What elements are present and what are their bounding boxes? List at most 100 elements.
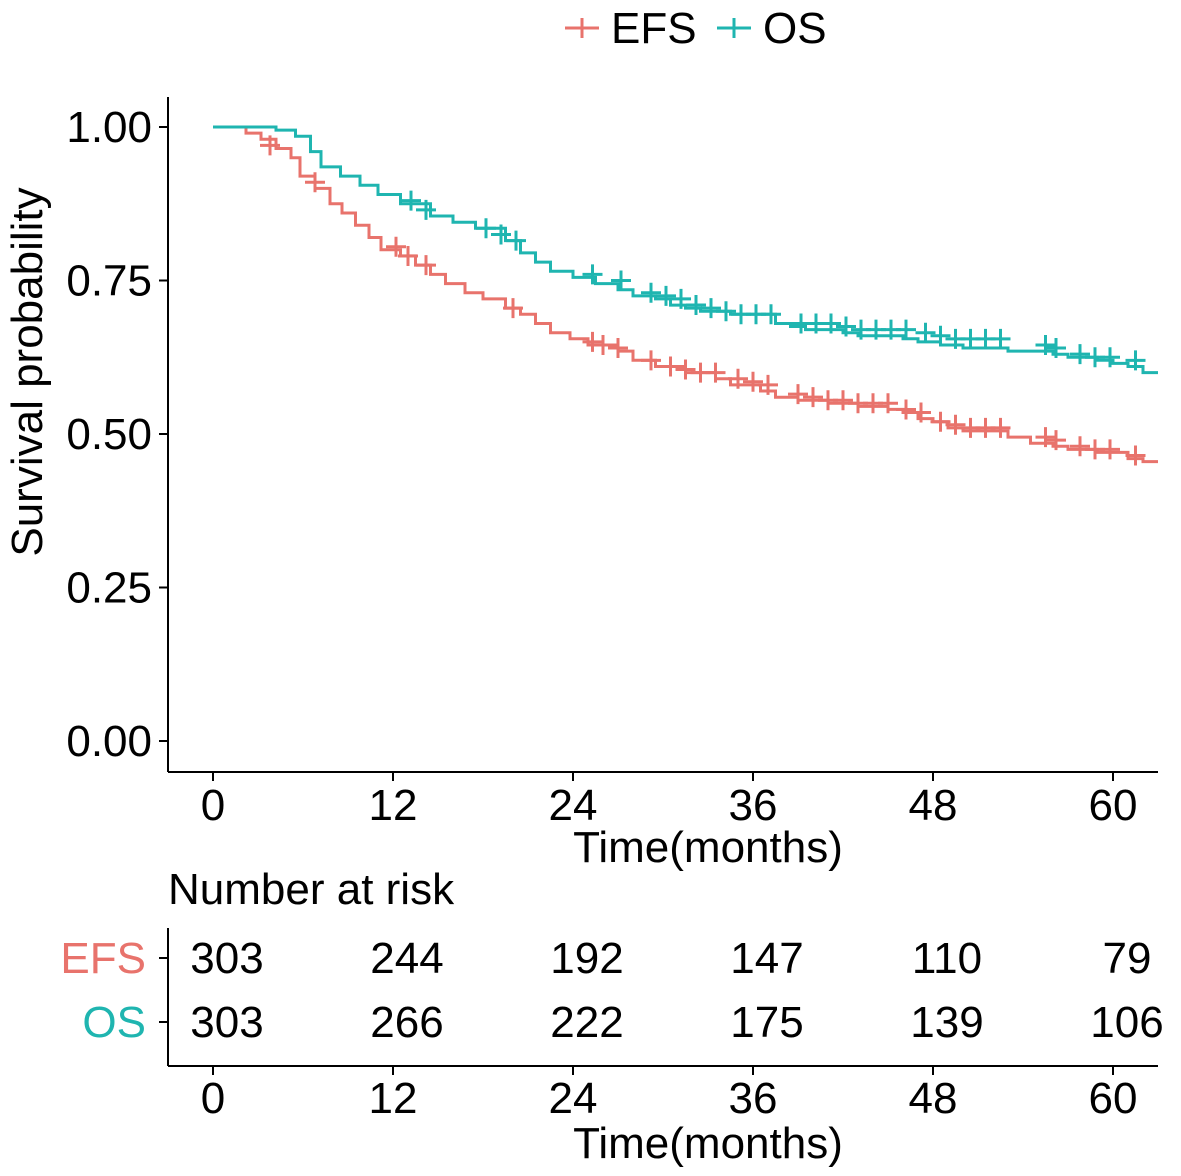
- censor-mark-os-6: [611, 270, 631, 291]
- censor-mark-os-11: [701, 298, 721, 319]
- risk-value-os-48: 139: [910, 998, 983, 1047]
- censor-mark-efs-32: [1046, 430, 1066, 451]
- censor-mark-os-12: [716, 301, 736, 322]
- risk-table-title: Number at risk: [168, 865, 455, 914]
- risk-row-label-os: OS: [82, 998, 146, 1047]
- risk-x-tick-label-0: 0: [201, 1074, 225, 1123]
- censor-mark-efs-24: [896, 399, 916, 420]
- x-tick-label-36: 36: [729, 781, 778, 830]
- censor-mark-efs-4: [416, 255, 436, 276]
- censor-mark-efs-25: [911, 402, 931, 423]
- censor-mark-os-34: [1100, 347, 1120, 368]
- censor-mark-efs-17: [788, 384, 808, 405]
- risk-table-x-axis-label: Time(months): [573, 1119, 843, 1168]
- censor-mark-efs-20: [833, 390, 853, 411]
- x-tick-label-0: 0: [201, 781, 225, 830]
- censor-mark-os-4: [506, 230, 526, 251]
- censor-mark-efs-16: [758, 374, 778, 395]
- x-tick-label-60: 60: [1089, 781, 1138, 830]
- y-tick-label-1.00: 1.00: [66, 103, 152, 152]
- censor-mark-efs-7: [593, 334, 613, 355]
- y-axis-label: Survival probability: [3, 187, 52, 556]
- risk-value-efs-36: 147: [730, 934, 803, 983]
- risk-x-tick-label-60: 60: [1089, 1074, 1138, 1123]
- censor-mark-os-24: [915, 322, 936, 343]
- risk-row-label-efs: EFS: [60, 934, 146, 983]
- risk-value-efs-60: 79: [1103, 934, 1152, 983]
- censor-mark-efs-5: [503, 298, 523, 319]
- censor-mark-efs-30: [990, 417, 1011, 438]
- censor-mark-efs-9: [641, 350, 661, 371]
- censor-mark-efs-8: [608, 338, 628, 359]
- curve-os: [213, 125, 1158, 375]
- censor-mark-efs-18: [803, 387, 823, 408]
- x-tick-label-12: 12: [369, 781, 418, 830]
- censor-mark-efs-31: [1035, 427, 1056, 448]
- axes: 0.00 0.25 0.50 0.75 1.00 0 12 24 36 48 60: [66, 97, 1158, 830]
- censor-mark-os-18: [821, 313, 841, 334]
- risk-value-efs-0: 303: [190, 934, 263, 983]
- risk-value-os-24: 222: [550, 998, 623, 1047]
- risk-value-os-60: 106: [1090, 998, 1163, 1047]
- y-tick-label-0.00: 0.00: [66, 717, 152, 766]
- risk-value-os-12: 266: [370, 998, 443, 1047]
- censor-mark-efs-0: [260, 135, 280, 156]
- censor-mark-os-30: [1035, 334, 1056, 355]
- x-tick-label-48: 48: [909, 781, 958, 830]
- censor-mark-os-10: [686, 295, 706, 316]
- censor-mark-efs-27: [945, 414, 966, 435]
- legend-label-efs: EFS: [611, 4, 697, 53]
- risk-x-tick-label-36: 36: [729, 1074, 778, 1123]
- censor-mark-os-3: [491, 224, 511, 245]
- censor-mark-efs-23: [878, 393, 898, 414]
- censor-mark-efs-6: [582, 331, 603, 352]
- plot-area: 0.00 0.25 0.50 0.75 1.00 0 12 24 36 48 60: [66, 97, 1158, 830]
- censor-mark-efs-11: [675, 359, 696, 380]
- censor-mark-efs-35: [1100, 439, 1120, 460]
- censor-mark-efs-26: [930, 411, 951, 432]
- risk-value-os-0: 303: [190, 998, 263, 1047]
- censor-mark-os-8: [656, 285, 676, 306]
- censor-mark-os-35: [1125, 350, 1146, 371]
- legend-censor-os: [724, 18, 744, 38]
- x-axis-label: Time(months): [573, 823, 843, 872]
- censor-mark-os-25: [930, 325, 951, 346]
- censor-mark-os-31: [1046, 338, 1066, 359]
- risk-x-tick-label-48: 48: [909, 1074, 958, 1123]
- legend-censor-efs: [572, 18, 592, 38]
- y-tick-label-0.25: 0.25: [66, 564, 152, 613]
- censor-mark-os-23: [896, 319, 916, 340]
- risk-value-efs-12: 244: [370, 934, 443, 983]
- censor-mark-os-2: [476, 218, 496, 239]
- censor-mark-efs-15: [743, 371, 763, 392]
- censor-mark-efs-13: [705, 362, 726, 383]
- censor-mark-efs-10: [660, 356, 681, 377]
- legend: EFS OS: [565, 4, 827, 53]
- censor-mark-efs-3: [398, 245, 418, 266]
- y-tick-label-0.50: 0.50: [66, 410, 152, 459]
- risk-value-efs-48: 110: [912, 934, 982, 983]
- censor-mark-os-9: [671, 288, 691, 309]
- censor-mark-os-5: [582, 264, 603, 285]
- y-tick-label-0.75: 0.75: [66, 257, 152, 306]
- censor-mark-os-29: [990, 328, 1011, 349]
- censor-mark-efs-36: [1125, 445, 1146, 466]
- censor-mark-efs-33: [1070, 436, 1090, 457]
- survival-curves: [213, 125, 1158, 466]
- censor-mark-os-15: [761, 304, 781, 325]
- censor-mark-os-1: [416, 199, 436, 220]
- censor-mark-efs-2: [386, 236, 406, 257]
- censor-mark-os-32: [1070, 344, 1090, 365]
- risk-table: EFS 303 244 192 147 110 79 OS 303 266 222 175 139 106…: [60, 928, 1164, 1123]
- risk-x-tick-label-24: 24: [549, 1074, 598, 1123]
- risk-value-os-36: 175: [730, 998, 803, 1047]
- censor-mark-efs-1: [305, 172, 325, 193]
- censor-mark-os-7: [641, 282, 661, 303]
- x-tick-label-24: 24: [549, 781, 598, 830]
- censor-mark-os-19: [836, 316, 856, 337]
- risk-value-efs-24: 192: [550, 934, 623, 983]
- censor-mark-efs-14: [728, 368, 748, 389]
- legend-label-os: OS: [763, 4, 827, 53]
- censor-mark-os-0: [401, 190, 421, 211]
